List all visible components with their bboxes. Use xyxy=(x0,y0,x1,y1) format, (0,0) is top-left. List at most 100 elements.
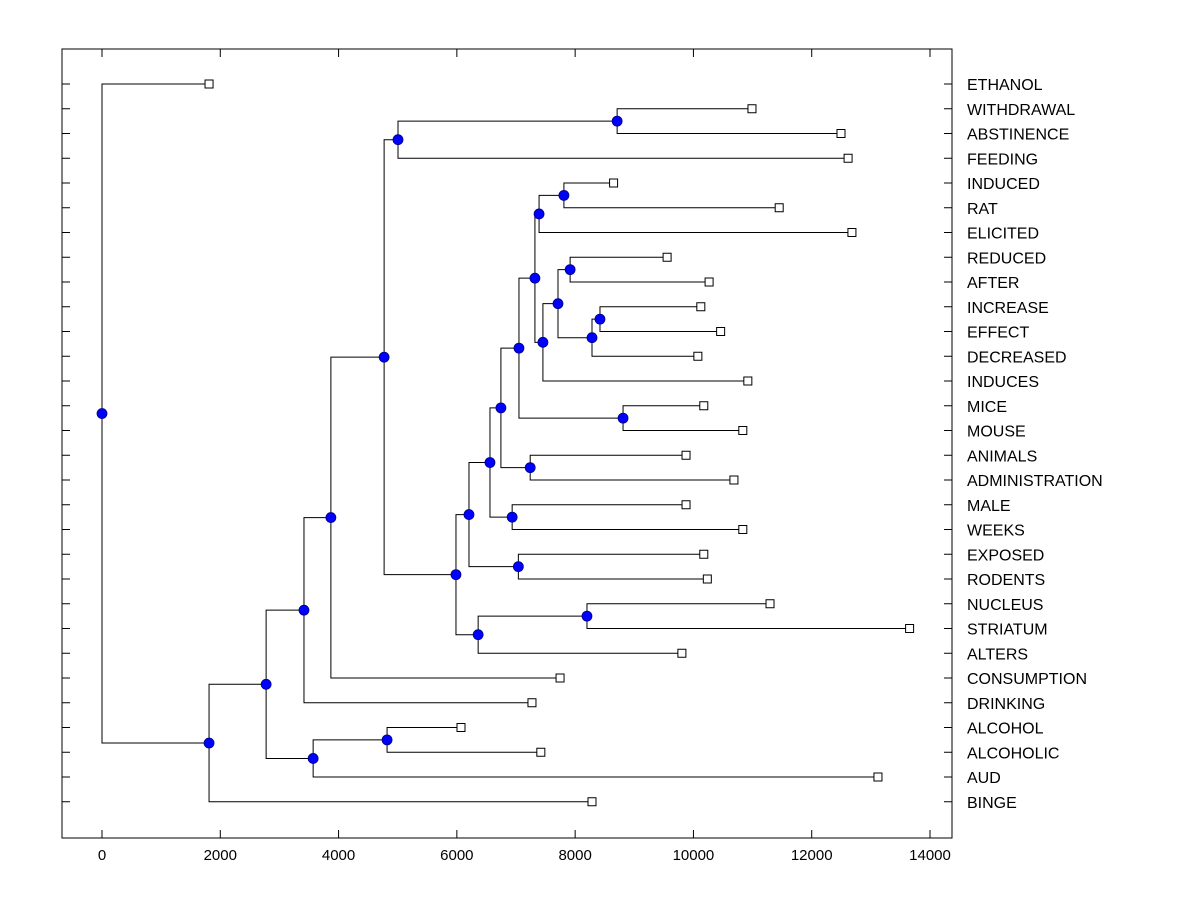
cluster-node xyxy=(495,402,507,414)
dendrogram-link xyxy=(569,269,710,283)
dendrogram-link xyxy=(542,303,558,343)
dendrogram-link xyxy=(591,337,698,357)
leaf-label: WITHDRAWAL xyxy=(967,102,1075,119)
cluster-node xyxy=(558,189,570,201)
leaf-marker xyxy=(836,129,846,138)
cluster-node xyxy=(378,351,390,363)
dendrogram-link xyxy=(500,347,519,408)
cluster-node xyxy=(472,629,484,641)
leaf-marker xyxy=(716,327,726,336)
leaf-label: AFTER xyxy=(967,275,1019,292)
cluster-node xyxy=(529,272,541,284)
x-tick-label: 4000 xyxy=(322,847,355,864)
leaf-marker xyxy=(704,277,714,287)
leaf-label: RODENTS xyxy=(967,572,1045,589)
leaf-marker xyxy=(702,574,712,584)
leaf-label: DRINKING xyxy=(967,696,1045,713)
dendrogram-link xyxy=(500,407,531,469)
dendrogram-link xyxy=(477,615,587,635)
dendrogram-link xyxy=(517,553,704,567)
dendrogram-link xyxy=(563,195,780,209)
dendrogram-link xyxy=(383,357,456,576)
dendrogram-link xyxy=(616,121,841,134)
leaf-label: MOUSE xyxy=(967,424,1026,441)
leaf-markers xyxy=(204,79,915,807)
dendrogram-link xyxy=(586,603,771,617)
cluster-node xyxy=(450,569,462,581)
leaf-marker xyxy=(662,252,672,262)
dendrogram-link xyxy=(386,739,541,753)
dendrogram-link xyxy=(599,306,701,320)
dendrogram-link xyxy=(534,213,540,279)
leaf-label: CONSUMPTION xyxy=(967,671,1087,688)
leaf-marker xyxy=(527,698,537,708)
x-tick-label: 14000 xyxy=(909,847,951,864)
dendrogram-link xyxy=(330,517,561,679)
leaf-label: EFFECT xyxy=(967,325,1029,342)
cluster-node xyxy=(484,457,496,468)
leaf-marker xyxy=(873,772,883,782)
leaf-marker xyxy=(555,673,565,683)
leaf-marker xyxy=(681,450,691,460)
dendrogram-link xyxy=(312,739,388,759)
leaf-marker xyxy=(843,153,853,163)
dendrogram-link xyxy=(455,514,469,575)
leaf-label: BINGE xyxy=(967,795,1017,812)
cluster-node xyxy=(564,264,576,276)
leaf-label: ALCOHOL xyxy=(967,721,1044,738)
dendrogram-link xyxy=(557,269,571,304)
dendrogram-link xyxy=(330,356,385,518)
cluster-node xyxy=(533,208,545,220)
x-tick-label: 0 xyxy=(98,847,106,864)
leaf-marker xyxy=(693,351,703,361)
plot-frame xyxy=(61,48,953,839)
leaf-marker xyxy=(905,624,915,633)
leaf-label: ALCOHOLIC xyxy=(967,745,1059,762)
dendrogram-link xyxy=(529,467,734,481)
dendrogram-link xyxy=(101,83,210,414)
dendrogram-link xyxy=(542,342,748,382)
cluster-node xyxy=(203,737,215,749)
dendrogram-link xyxy=(386,727,461,740)
dendrogram-link xyxy=(511,517,743,530)
leaf-label: RAT xyxy=(967,201,998,218)
leaf-marker xyxy=(847,228,857,237)
leaf-marker xyxy=(699,401,709,411)
leaf-marker xyxy=(765,599,775,609)
leaf-marker xyxy=(774,203,784,213)
cluster-node xyxy=(96,408,108,419)
cluster-node xyxy=(581,610,593,622)
leaf-marker xyxy=(747,104,757,114)
leaf-label: ALTERS xyxy=(967,646,1028,663)
leaf-marker xyxy=(738,426,748,435)
dendrogram-link xyxy=(477,634,682,654)
x-tick-label: 6000 xyxy=(440,847,473,864)
dendrogram-link xyxy=(569,256,668,270)
x-tick-label: 10000 xyxy=(673,847,715,864)
leaf-label: NUCLEUS xyxy=(967,597,1043,614)
leaf-label: MALE xyxy=(967,498,1011,515)
cluster-node xyxy=(506,511,518,523)
cluster-node xyxy=(512,561,524,573)
dendrogram-link xyxy=(529,454,687,468)
cluster-node xyxy=(325,512,337,523)
dendrogram-link xyxy=(303,517,331,611)
dendrogram-link xyxy=(511,504,687,518)
leaf-label: FEEDING xyxy=(967,151,1038,168)
leaf-labels: ETHANOL WITHDRAWAL ABSTINENCE FEEDING INDUCE… xyxy=(967,77,1103,812)
dendrogram-link xyxy=(468,462,490,515)
x-tick-label: 8000 xyxy=(558,847,591,864)
leaf-marker xyxy=(738,525,748,534)
dendrogram-link xyxy=(599,319,721,332)
dendrogram-link xyxy=(557,303,592,339)
axis-ticks xyxy=(62,49,952,838)
cluster-node xyxy=(392,134,404,146)
dendrogram-link xyxy=(265,609,304,685)
cluster-node xyxy=(552,298,564,310)
dendrogram-link xyxy=(586,616,910,629)
dendrogram-links xyxy=(101,83,910,803)
x-tick-labels: 0 2000 4000 6000 8000 10000 12000 14000 xyxy=(98,847,951,864)
dendrogram-link xyxy=(518,277,535,349)
dendrogram-link xyxy=(563,182,614,196)
